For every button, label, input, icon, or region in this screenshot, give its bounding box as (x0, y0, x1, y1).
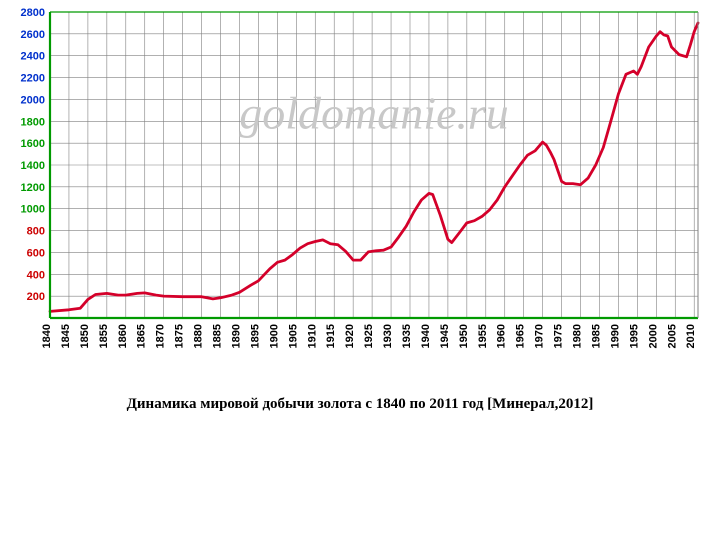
svg-text:1945: 1945 (439, 324, 451, 348)
svg-text:1975: 1975 (553, 324, 565, 348)
svg-text:2000: 2000 (647, 324, 659, 348)
svg-text:1885: 1885 (212, 324, 224, 348)
svg-text:1910: 1910 (306, 324, 318, 348)
svg-text:2010: 2010 (685, 324, 697, 348)
svg-text:1870: 1870 (155, 324, 167, 348)
svg-text:1995: 1995 (628, 324, 640, 348)
y-tick-labels: 200 400 600 800 1000 1200 1400 1600 1800 2000 2200… (21, 7, 45, 303)
svg-text:1980: 1980 (572, 324, 584, 348)
svg-text:1200: 1200 (21, 182, 45, 194)
svg-text:2600: 2600 (21, 29, 45, 41)
svg-text:600: 600 (27, 247, 45, 259)
svg-text:1940: 1940 (420, 324, 432, 348)
svg-text:1875: 1875 (174, 324, 186, 348)
svg-text:1920: 1920 (344, 324, 356, 348)
svg-text:1840: 1840 (41, 324, 53, 348)
svg-text:400: 400 (27, 269, 45, 281)
svg-text:1965: 1965 (515, 324, 527, 348)
svg-text:1890: 1890 (230, 324, 242, 348)
svg-text:1915: 1915 (325, 324, 337, 348)
svg-text:1860: 1860 (117, 324, 129, 348)
svg-text:2800: 2800 (21, 7, 45, 19)
svg-text:1990: 1990 (609, 324, 621, 348)
chart-caption: Динамика мировой добычи золота с 1840 по… (0, 396, 720, 413)
svg-text:2200: 2200 (21, 73, 45, 85)
svg-text:1985: 1985 (590, 324, 602, 348)
svg-text:1950: 1950 (458, 324, 470, 348)
svg-text:1855: 1855 (98, 324, 110, 348)
svg-text:800: 800 (27, 226, 45, 238)
svg-text:1000: 1000 (21, 204, 45, 216)
svg-text:1895: 1895 (249, 324, 261, 348)
svg-text:2005: 2005 (666, 324, 678, 348)
svg-text:1970: 1970 (534, 324, 546, 348)
svg-text:1845: 1845 (60, 324, 72, 348)
svg-text:1865: 1865 (136, 324, 148, 348)
svg-text:2000: 2000 (21, 94, 45, 106)
svg-text:1400: 1400 (21, 160, 45, 172)
svg-text:1600: 1600 (21, 138, 45, 150)
svg-text:1800: 1800 (21, 116, 45, 128)
svg-text:2400: 2400 (21, 51, 45, 63)
svg-text:1935: 1935 (401, 324, 413, 348)
svg-text:1925: 1925 (363, 324, 375, 348)
svg-text:1905: 1905 (287, 324, 299, 348)
svg-text:200: 200 (27, 291, 45, 303)
svg-text:1960: 1960 (496, 324, 508, 348)
svg-text:1930: 1930 (382, 324, 394, 348)
svg-text:1880: 1880 (193, 324, 205, 348)
x-tick-labels: 1840 1845 1850 1855 1860 1865 1870 1875 1880 1885… (41, 324, 697, 348)
line-chart: goldomanie.ru 200 400 600 800 1000 1200 1400 160… (0, 0, 720, 368)
svg-text:1850: 1850 (79, 324, 91, 348)
svg-text:1900: 1900 (268, 324, 280, 348)
svg-text:1955: 1955 (477, 324, 489, 348)
watermark-text: goldomanie.ru (239, 87, 509, 138)
